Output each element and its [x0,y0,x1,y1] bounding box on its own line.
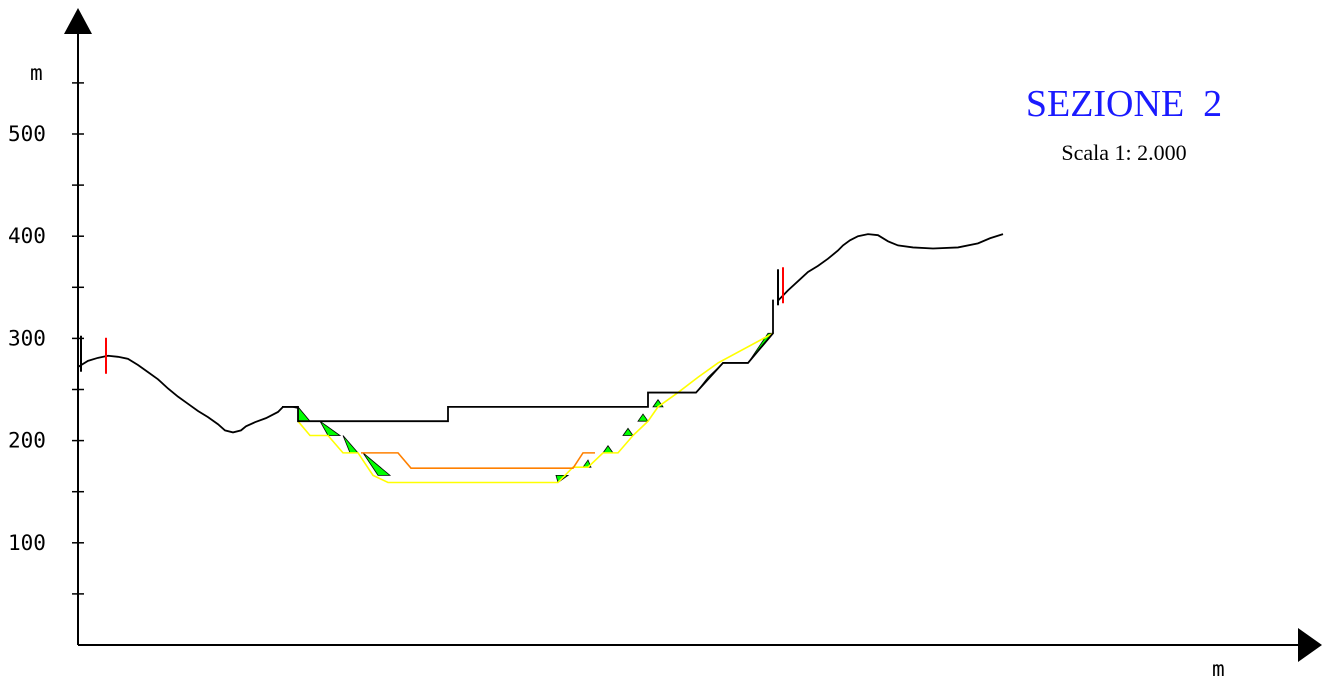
y-axis-arrow-icon [64,8,92,34]
y-tick-label: 100 [8,531,46,555]
x-unit-label: m [1212,657,1225,681]
orange-profile-line [361,452,595,469]
plot-area [77,233,1004,484]
y-tick-label: 500 [8,122,46,146]
y-axis-ticks: 100 200 300 400 500 [8,82,84,595]
x-axis-arrow-icon [1298,628,1322,662]
excavation-wedge [622,427,634,436]
terrain-line-left [77,354,299,434]
design-profile-line [282,299,774,423]
y-tick-label: 200 [8,429,46,453]
terrain-line-right [777,233,1004,302]
y-tick-label: 300 [8,326,46,350]
excavation-wedge [652,399,664,408]
diagram-subtitle: Scala 1: 2.000 [1061,140,1186,165]
excavation-wedge [342,435,359,454]
y-tick-label: 400 [8,224,46,248]
excavation-wedge [637,413,649,422]
excavation-wedge [602,445,614,454]
excavation-wedge [297,405,311,422]
excavation-wedge [319,420,342,436]
diagram-title: SEZIONE 2 [1026,83,1222,125]
y-unit-label: m [30,61,43,85]
excavation-wedge [362,452,392,476]
